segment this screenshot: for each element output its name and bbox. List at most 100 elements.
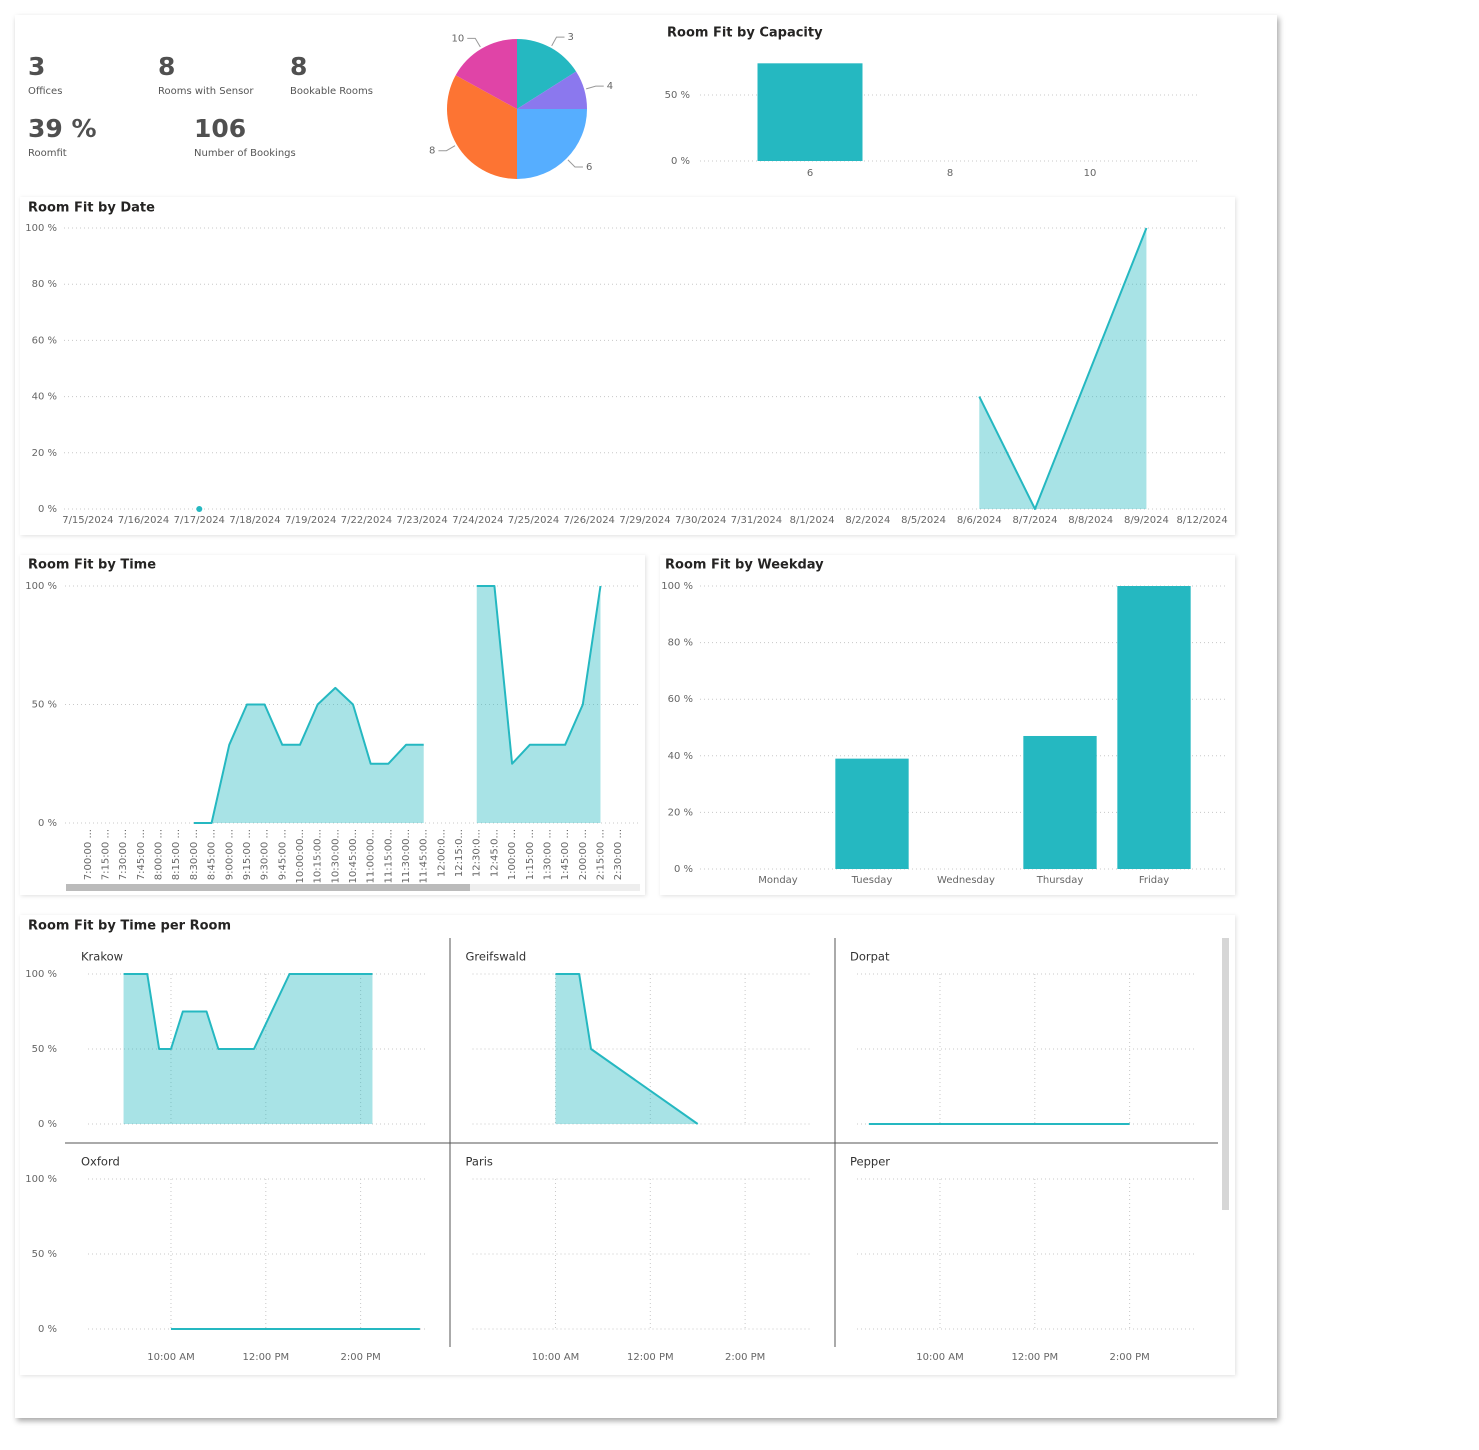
kpi-label: Roomfit [28, 148, 67, 159]
x-tick-label: 8/6/2024 [957, 515, 1002, 526]
card [20, 555, 645, 895]
x-tick-label: 7/22/2024 [341, 515, 392, 526]
x-tick-label: 8:30:00 ... [189, 829, 200, 880]
line [555, 973, 699, 1125]
y-tick-label: 0 % [38, 1324, 57, 1335]
x-tick-label: 12:00:0... [436, 829, 447, 877]
x-tick-label: 2:00 PM [340, 1352, 380, 1363]
x-tick-label: 8/7/2024 [1013, 515, 1058, 526]
x-tick-label: 7/29/2024 [619, 515, 670, 526]
x-tick-label: 9:30:00 ... [260, 829, 271, 880]
x-tick-label: 6 [807, 168, 813, 179]
scrollbar[interactable] [1222, 938, 1229, 1210]
bar [835, 758, 909, 869]
bar [1117, 586, 1191, 869]
x-tick-label: 11:45:00... [419, 829, 430, 883]
x-tick-label: 10:45:00... [348, 829, 359, 883]
x-tick-label: 8:00:00 ... [154, 829, 165, 880]
content: 3 Offices 8 Rooms with Sensor 8 Bookable Room… [25, 26, 1229, 1363]
y-tick-label: 60 % [668, 694, 693, 705]
kpi-value: 8 [158, 52, 175, 81]
x-tick-label: 9:00:00 ... [224, 829, 235, 880]
y-tick-label: 0 % [38, 504, 57, 515]
x-tick-label: Monday [758, 875, 798, 886]
x-tick-label: 2:00 PM [725, 1352, 765, 1363]
panel-name: Dorpat [850, 950, 890, 964]
pie-slice [455, 39, 517, 109]
y-tick-label: 0 % [38, 818, 57, 829]
x-tick-label: 8/1/2024 [790, 515, 835, 526]
pie-slice [517, 71, 587, 109]
x-tick-label: 7/19/2024 [285, 515, 336, 526]
pie-slice [517, 109, 587, 179]
y-tick-label: 100 % [25, 969, 57, 980]
x-tick-label: 7/15/2024 [62, 515, 113, 526]
x-tick-label: 10:30:00... [330, 829, 341, 883]
panel-name: Oxford [81, 1155, 120, 1169]
x-tick-label: 12:00 PM [242, 1352, 289, 1363]
x-tick-label: 7:45:00 ... [136, 829, 147, 880]
x-tick-label: 8/12/2024 [1177, 515, 1228, 526]
panel-name: Pepper [850, 1155, 890, 1169]
pie-slice [447, 75, 517, 179]
x-tick-label: Wednesday [937, 875, 995, 886]
leader-line [551, 36, 565, 47]
x-tick-label: 9:45:00 ... [277, 829, 288, 880]
x-tick-label: 1:00:00 ... [507, 829, 518, 880]
kpi-value: 106 [194, 114, 246, 143]
kpi-value: 39 % [28, 114, 97, 143]
x-tick-label: 12:00 PM [627, 1352, 674, 1363]
panel-name: Krakow [81, 950, 123, 964]
pie-label: 8 [429, 146, 435, 157]
x-tick-label: 7/18/2024 [229, 515, 280, 526]
x-tick-label: 7:30:00 ... [118, 829, 129, 880]
line [193, 686, 424, 824]
pie-label: 10 [452, 33, 465, 44]
x-tick-label: 8:15:00 ... [171, 829, 182, 880]
leader-line [438, 145, 456, 152]
x-tick-label: 7/25/2024 [508, 515, 559, 526]
x-tick-label: 1:15:00 ... [525, 829, 536, 880]
line [978, 227, 1148, 510]
x-tick-label: 7/24/2024 [452, 515, 503, 526]
x-tick-label: 11:15:00... [383, 829, 394, 883]
y-tick-label: 0 % [671, 156, 690, 167]
x-tick-label: 8:45:00 ... [207, 829, 218, 880]
x-tick-label: 7/31/2024 [731, 515, 782, 526]
y-tick-label: 100 % [25, 223, 57, 234]
x-tick-label: 10:00:00... [295, 829, 306, 883]
panel-name: Paris [466, 1155, 493, 1169]
point [196, 506, 203, 512]
pie-label: 6 [586, 162, 592, 173]
x-tick-label: 12:45:0... [489, 829, 500, 877]
pie-slice [517, 39, 577, 109]
x-tick-label: 8/2/2024 [845, 515, 890, 526]
y-tick-label: 80 % [668, 638, 693, 649]
x-tick-label: 10:00 AM [916, 1352, 963, 1363]
x-tick-label: 1:30:00 ... [542, 829, 553, 880]
y-tick-label: 100 % [25, 1174, 57, 1185]
leader-line [586, 85, 604, 90]
y-tick-label: 50 % [32, 1044, 57, 1055]
scrollbar-thumb[interactable] [66, 884, 470, 891]
bar [1023, 735, 1097, 869]
x-tick-label: 10:00 AM [147, 1352, 194, 1363]
card [20, 197, 1235, 535]
x-tick-label: 2:00 PM [1109, 1352, 1149, 1363]
bar [757, 63, 863, 161]
x-tick-label: 7/23/2024 [397, 515, 448, 526]
x-tick-label: 8/9/2024 [1124, 515, 1169, 526]
y-tick-label: 40 % [32, 392, 57, 403]
line [476, 585, 602, 765]
x-tick-label: 7/30/2024 [675, 515, 726, 526]
area [555, 974, 698, 1124]
x-tick-label: 2:15:00 ... [595, 829, 606, 880]
x-tick-label: 7/16/2024 [118, 515, 169, 526]
kpi-value: 3 [28, 52, 45, 81]
y-tick-label: 80 % [32, 279, 57, 290]
y-tick-label: 50 % [32, 700, 57, 711]
area [193, 687, 424, 823]
x-tick-label: 7/26/2024 [564, 515, 615, 526]
x-tick-label: 12:00 PM [1011, 1352, 1058, 1363]
y-tick-label: 100 % [661, 581, 693, 592]
